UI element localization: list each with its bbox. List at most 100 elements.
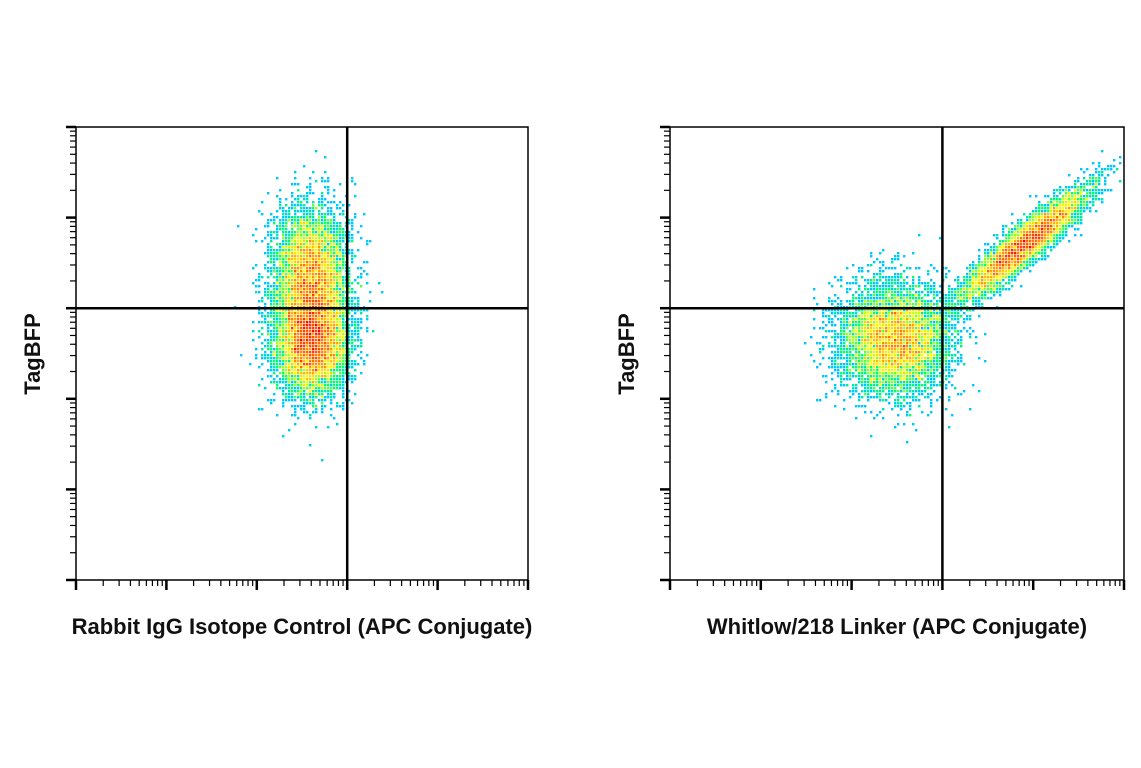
density-dot (867, 375, 870, 378)
density-dot (945, 354, 948, 357)
density-dot (921, 309, 924, 312)
density-dot (969, 270, 972, 273)
density-dot (318, 246, 321, 249)
density-dot (303, 282, 306, 285)
density-dot (351, 339, 354, 342)
density-dot (849, 396, 852, 399)
density-dot (324, 315, 327, 318)
density-dot (918, 294, 921, 297)
density-dot (1020, 252, 1023, 255)
density-dot (882, 357, 885, 360)
density-dot (984, 297, 987, 300)
density-dot (963, 285, 966, 288)
density-dot (1068, 213, 1071, 216)
density-dot (1086, 192, 1089, 195)
density-dot (1011, 273, 1014, 276)
density-dot (861, 357, 864, 360)
density-dot (1074, 234, 1077, 237)
density-dot (333, 300, 336, 303)
density-dot (900, 327, 903, 330)
density-dot (840, 333, 843, 336)
density-dot (984, 255, 987, 258)
density-dot (267, 339, 270, 342)
density-dot (327, 291, 330, 294)
density-dot (342, 276, 345, 279)
density-dot (366, 240, 369, 243)
density-dot (999, 267, 1002, 270)
density-dot (357, 336, 360, 339)
density-dot (1023, 228, 1026, 231)
density-dot (333, 252, 336, 255)
density-dot (318, 252, 321, 255)
density-dot (327, 330, 330, 333)
density-dot (1002, 264, 1005, 267)
density-dot (258, 336, 261, 339)
density-dot (861, 300, 864, 303)
density-dot (288, 369, 291, 372)
density-dot (336, 237, 339, 240)
density-dot (315, 363, 318, 366)
density-dot (327, 360, 330, 363)
density-dot (852, 324, 855, 327)
density-dot (360, 351, 363, 354)
density-dot (303, 339, 306, 342)
density-dot (1020, 285, 1023, 288)
density-dot (957, 351, 960, 354)
density-dot (267, 261, 270, 264)
density-dot (852, 375, 855, 378)
density-dot (366, 327, 369, 330)
density-dot (339, 255, 342, 258)
density-dot (315, 279, 318, 282)
density-dot (882, 285, 885, 288)
density-dot (897, 363, 900, 366)
density-dot (861, 354, 864, 357)
density-dot (903, 351, 906, 354)
density-dot (873, 279, 876, 282)
density-dot (303, 270, 306, 273)
density-dot (1098, 183, 1101, 186)
density-dot (324, 240, 327, 243)
density-dot (924, 369, 927, 372)
density-dot (321, 252, 324, 255)
density-dot (879, 312, 882, 315)
density-dot (297, 198, 300, 201)
density-dot (900, 369, 903, 372)
density-dot (312, 291, 315, 294)
density-dot (1053, 192, 1056, 195)
density-dot (285, 366, 288, 369)
density-dot (876, 273, 879, 276)
density-dot (984, 252, 987, 255)
density-dot (303, 396, 306, 399)
density-dot (309, 261, 312, 264)
density-dot (918, 339, 921, 342)
density-dot (972, 276, 975, 279)
density-dot (864, 318, 867, 321)
density-dot (270, 261, 273, 264)
density-dot (999, 246, 1002, 249)
density-dot (327, 390, 330, 393)
density-dot (927, 363, 930, 366)
density-dot (900, 363, 903, 366)
density-dot (357, 309, 360, 312)
density-dot (903, 303, 906, 306)
density-dot (909, 402, 912, 405)
density-dot (279, 351, 282, 354)
density-dot (315, 408, 318, 411)
density-dot (327, 267, 330, 270)
density-dot (969, 336, 972, 339)
density-dot (921, 303, 924, 306)
density-dot (258, 312, 261, 315)
density-dot (1071, 192, 1074, 195)
density-dot (930, 291, 933, 294)
density-dot (270, 351, 273, 354)
density-dot (1014, 249, 1017, 252)
density-dot (333, 195, 336, 198)
density-dot (855, 357, 858, 360)
density-dot (969, 276, 972, 279)
density-dot (861, 276, 864, 279)
density-dot (864, 393, 867, 396)
density-dot (339, 291, 342, 294)
density-dot (1038, 249, 1041, 252)
density-dot (279, 246, 282, 249)
density-dot (1041, 249, 1044, 252)
